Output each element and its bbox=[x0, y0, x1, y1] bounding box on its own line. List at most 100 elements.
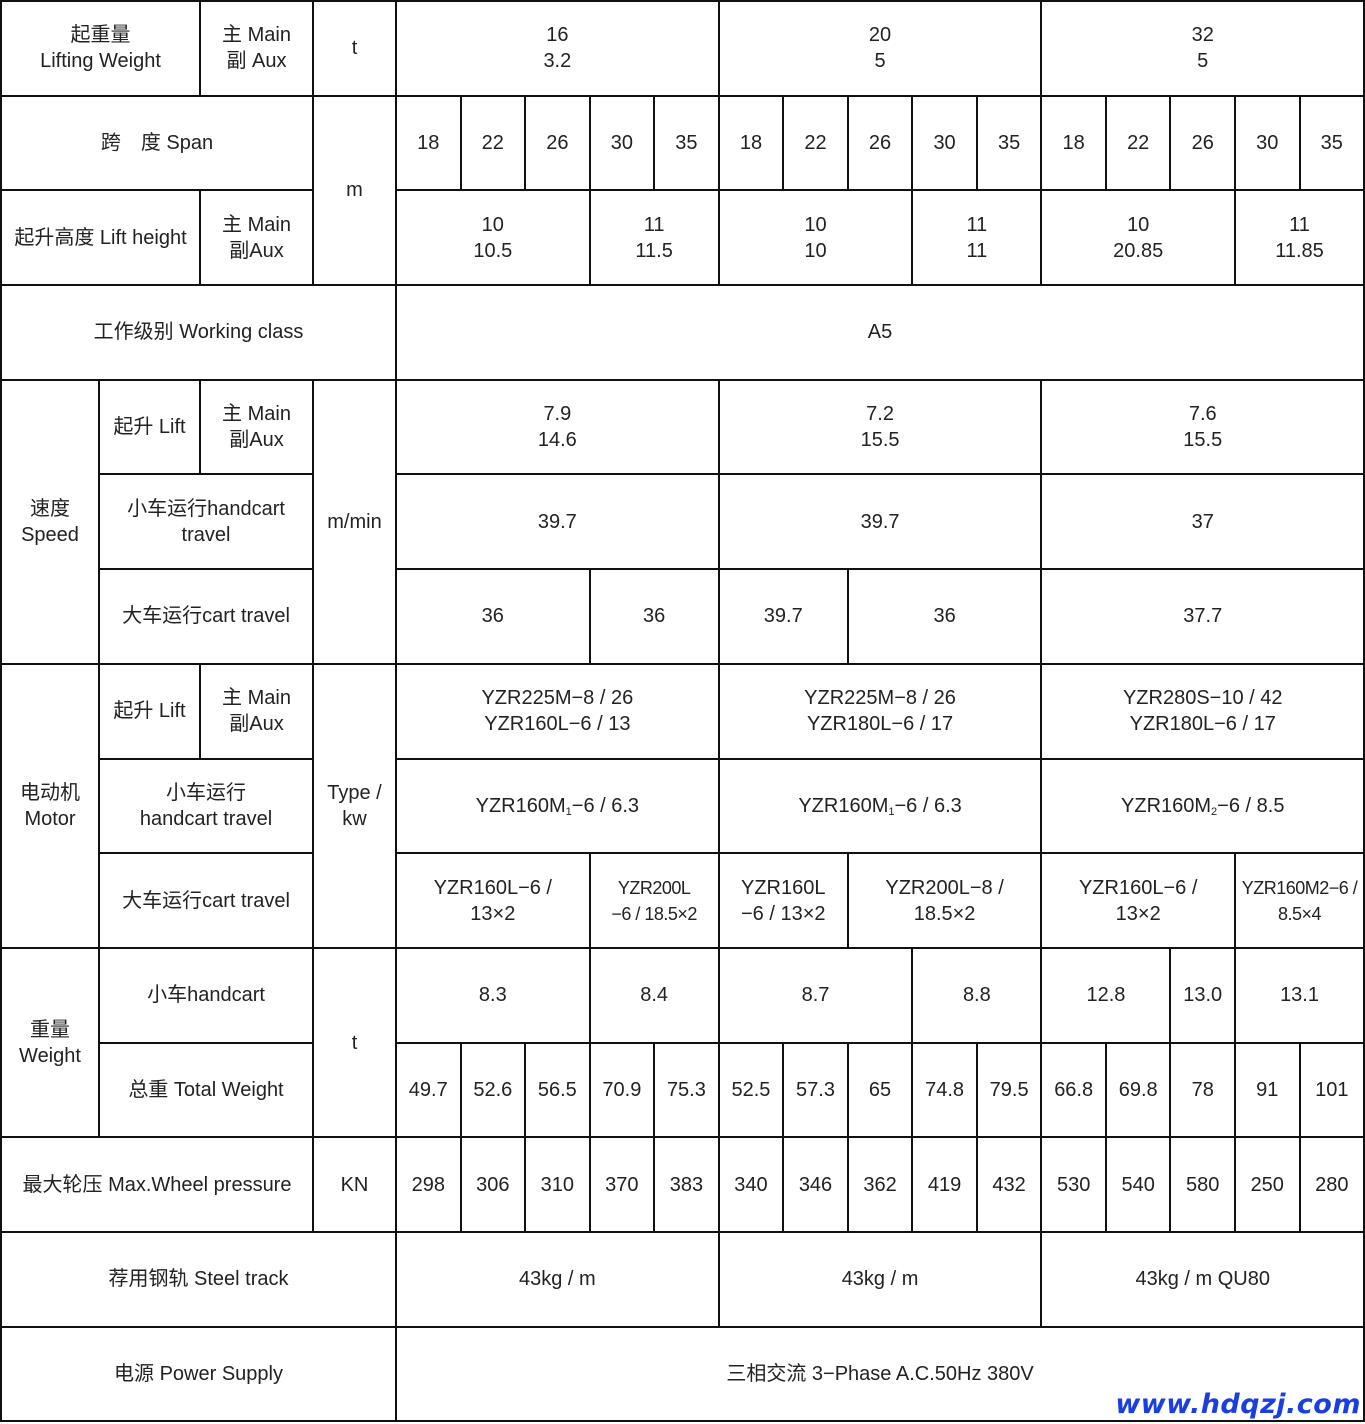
table-cell: 重量 Weight bbox=[0, 946, 100, 1139]
cell-text: YZR160M bbox=[798, 794, 889, 817]
table-row: 大车运行cart travel 36 36 39.7 36 37.7 bbox=[1, 568, 1365, 665]
table-cell: 26 bbox=[524, 94, 591, 192]
table-cell: 32 5 bbox=[1040, 0, 1365, 97]
table-cell: 91 bbox=[1233, 1041, 1301, 1139]
table-cell: 10 20.85 bbox=[1040, 189, 1236, 287]
cell-subscript: 1 bbox=[565, 805, 572, 818]
table-cell: 78 bbox=[1169, 1041, 1236, 1139]
table-cell: YZR160M2−6 / 8.5 bbox=[1040, 757, 1365, 855]
table-cell: 13.0 bbox=[1169, 946, 1236, 1044]
table-row: 速度 Speed 起升 Lift 主 Main 副Aux m/min 7.9 14.6 7… bbox=[0, 378, 1365, 665]
table-cell: 速度 Speed bbox=[0, 378, 100, 665]
table-cell: 11 11 bbox=[911, 189, 1043, 287]
table-cell: 35 bbox=[1298, 94, 1365, 192]
table-row: 电源 Power Supply 三相交流 3−Phase A.C.50Hz 380… bbox=[0, 1325, 1365, 1423]
table-cell: 580 bbox=[1169, 1136, 1236, 1233]
table-cell: 250 bbox=[1233, 1136, 1301, 1233]
table-cell: YZR160M1−6 / 6.3 bbox=[395, 757, 720, 855]
table-cell: 起升高度 Lift height bbox=[0, 189, 201, 287]
cell-text: YZR160M bbox=[1121, 794, 1212, 817]
table-cell: 8.7 bbox=[717, 946, 914, 1044]
table-cell: 起升 Lift bbox=[98, 378, 201, 476]
table-cell: 小车handcart bbox=[98, 946, 314, 1044]
table-cell: 57.3 bbox=[782, 1041, 849, 1139]
table-cell: m/min bbox=[312, 378, 397, 665]
table-cell: 起升 Lift bbox=[98, 662, 201, 760]
table-cell: 主 Main 副Aux bbox=[199, 378, 314, 476]
table-cell: 432 bbox=[975, 1136, 1043, 1233]
table-cell: 30 bbox=[911, 94, 978, 192]
table-cell: 66.8 bbox=[1040, 1041, 1107, 1139]
cell-subscript: 1 bbox=[888, 805, 895, 818]
table-cell: YZR160L−6 / 13×2 bbox=[395, 852, 591, 949]
cell-text: −6 / 8.5 bbox=[1217, 794, 1285, 817]
table-row: 小车运行 handcart travel YZR160M1−6 / 6.3 YZR1… bbox=[1, 757, 1365, 855]
table-cell: 大车运行cart travel bbox=[98, 852, 314, 949]
table-cell: 工作级别 Working class bbox=[0, 284, 397, 381]
table-cell: YZR225M−8 / 26 YZR160L−6 / 13 bbox=[395, 662, 720, 760]
table-cell: 电源 Power Supply bbox=[0, 1325, 397, 1423]
table-row: 起升高度 Lift height 主 Main 副Aux 10 10.5 11 11.… bbox=[0, 189, 1365, 287]
table-cell: YZR225M−8 / 26 YZR180L−6 / 17 bbox=[717, 662, 1043, 760]
cell-text: −6 / 6.3 bbox=[571, 794, 640, 817]
table-cell: YZR160L −6 / 13×2 bbox=[717, 852, 849, 949]
table-cell: YZR160L−6 / 13×2 bbox=[1040, 852, 1236, 949]
cell-text: −6 / 6.3 bbox=[894, 794, 962, 817]
table-cell: 346 bbox=[782, 1136, 849, 1233]
table-cell: 36 bbox=[846, 568, 1043, 665]
table-row: 电动机 Motor 起升 Lift 主 Main 副Aux Type / kw YZR2… bbox=[0, 662, 1365, 949]
table-cell: 总重 Total Weight bbox=[98, 1041, 314, 1139]
table-row: 总重 Total Weight 49.7 52.6 56.5 70.9 75.3 52.5 5… bbox=[1, 1041, 1365, 1139]
table-cell: 52.6 bbox=[459, 1041, 527, 1139]
table-cell: 39.7 bbox=[717, 473, 1043, 571]
table-cell: 大车运行cart travel bbox=[98, 568, 314, 665]
table-cell: 小车运行handcart travel bbox=[98, 473, 314, 571]
table-cell: 340 bbox=[717, 1136, 785, 1233]
table-cell: 75.3 bbox=[653, 1041, 720, 1139]
table-cell: 12.8 bbox=[1040, 946, 1172, 1044]
table-cell: 起重量 Lifting Weight bbox=[0, 0, 201, 97]
table-row: 起重量 Lifting Weight 主 Main 副 Aux t 16 3.2 20 … bbox=[0, 0, 1365, 97]
table-cell: 18 bbox=[1040, 94, 1107, 192]
table-cell: 30 bbox=[1233, 94, 1301, 192]
table-cell: 7.2 15.5 bbox=[717, 378, 1043, 476]
table-cell: 8.8 bbox=[911, 946, 1043, 1044]
table-cell: 39.7 bbox=[395, 473, 720, 571]
table-cell: 30 bbox=[588, 94, 656, 192]
table-cell: 7.6 15.5 bbox=[1040, 378, 1365, 476]
table-cell: 39.7 bbox=[717, 568, 849, 665]
table-cell: 74.8 bbox=[911, 1041, 978, 1139]
table-cell: YZR160M2−6 / 8.5×4 bbox=[1233, 852, 1365, 949]
table-cell: 35 bbox=[975, 94, 1043, 192]
table-cell: 18 bbox=[717, 94, 785, 192]
table-cell: 电动机 Motor bbox=[0, 662, 100, 949]
table-cell: 荐用钢轨 Steel track bbox=[0, 1230, 397, 1328]
table-cell: 16 3.2 bbox=[395, 0, 720, 97]
table-cell: 36 bbox=[588, 568, 720, 665]
cell-subscript: 2 bbox=[1211, 805, 1218, 818]
table-cell: A5 bbox=[394, 284, 1365, 381]
cell-text: YZR160M bbox=[475, 794, 566, 817]
table-cell: 跨 度 Span bbox=[0, 94, 314, 192]
table-cell: 69.8 bbox=[1104, 1041, 1172, 1139]
table-cell: 10 10 bbox=[717, 189, 914, 287]
table-cell: 10 10.5 bbox=[395, 189, 591, 287]
table-cell: 7.9 14.6 bbox=[395, 378, 720, 476]
table-cell: 三相交流 3−Phase A.C.50Hz 380V bbox=[394, 1325, 1365, 1423]
table-cell: 79.5 bbox=[975, 1041, 1043, 1139]
table-cell: 35 bbox=[653, 94, 720, 192]
table-cell: m bbox=[312, 94, 397, 287]
table-cell: 362 bbox=[846, 1136, 914, 1233]
table-cell: 22 bbox=[459, 94, 527, 192]
website-watermark: www.hdqzj.com bbox=[1115, 1389, 1361, 1420]
table-row: 工作级别 Working class A5 bbox=[0, 284, 1365, 381]
table-cell: 310 bbox=[524, 1136, 591, 1233]
table-cell: 最大轮压 Max.Wheel pressure bbox=[0, 1136, 314, 1233]
table-cell: 43kg / m bbox=[717, 1230, 1043, 1328]
table-cell: 11 11.85 bbox=[1233, 189, 1365, 287]
table-cell: 530 bbox=[1040, 1136, 1107, 1233]
table-row: 荐用钢轨 Steel track 43kg / m 43kg / m 43kg / m… bbox=[0, 1230, 1365, 1328]
table-cell: 主 Main 副Aux bbox=[199, 662, 314, 760]
table-cell: Type / kw bbox=[312, 662, 397, 949]
